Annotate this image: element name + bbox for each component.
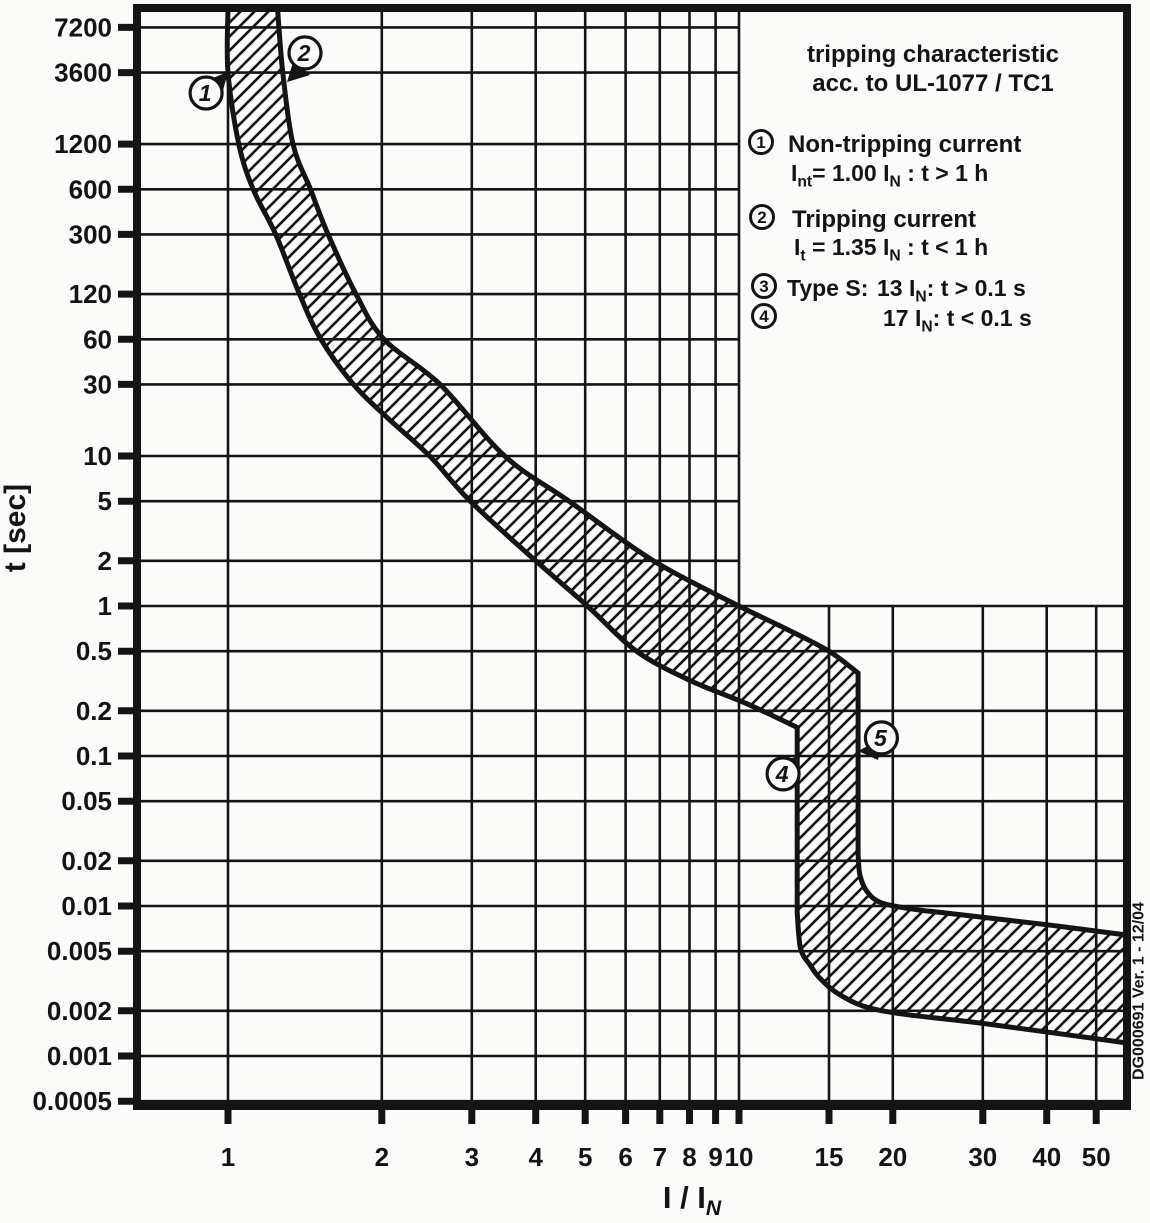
legend-badge-1: 1	[748, 129, 774, 155]
legend-badge-2: 2	[749, 204, 775, 230]
x-tick-label: 4	[528, 1142, 543, 1172]
x-tick-label: 3	[465, 1142, 479, 1172]
marker-circle-4	[765, 756, 801, 792]
y-tick-label: 120	[69, 279, 112, 309]
chart-border	[133, 4, 1131, 1110]
legend-title: tripping characteristic acc. to UL-1077 …	[739, 40, 1127, 98]
x-axis-title: I / IN	[617, 1180, 767, 1220]
y-axis-title: t [sec]	[0, 483, 32, 573]
x-tick-label: 9	[708, 1142, 722, 1172]
y-tick-label: 0.01	[61, 891, 112, 921]
y-tick-label: 0.2	[76, 696, 112, 726]
legend-item-2-name: Tripping current	[792, 206, 977, 233]
x-tick-label: 30	[968, 1142, 997, 1172]
y-tick-label: 0.0005	[32, 1086, 112, 1116]
y-tick-label: 60	[83, 324, 112, 354]
legend-item-1-formula: Int= 1.00 IN : t > 1 h	[791, 160, 989, 191]
x-axis-title-base: I / I	[662, 1180, 706, 1215]
y-tick-label: 3600	[54, 58, 112, 88]
legend-badge-4: 4	[751, 303, 777, 329]
legend-badge-3: 3	[751, 273, 777, 299]
legend-item-1-name: Non-tripping current	[788, 131, 1022, 158]
y-tick-label: 600	[69, 174, 112, 204]
y-tick-label: 2	[98, 546, 112, 576]
legend-item-3-prefix: Type S:	[787, 275, 869, 301]
legend-item-3-formula: 13 IN: t > 0.1 s	[877, 275, 1026, 306]
frame-layer: 7200360012006003001206030105210.50.20.10…	[32, 4, 1131, 1172]
marker-label-4: 4	[775, 761, 789, 787]
grid-layer	[137, 8, 1127, 1106]
y-tick-label: 300	[69, 219, 112, 249]
legend-title-line1: tripping characteristic	[806, 41, 1060, 68]
marker-label-2: 2	[297, 40, 311, 66]
marker-layer: 1 2 4 5	[188, 35, 900, 792]
x-tick-label: 50	[1082, 1142, 1111, 1172]
y-tick-label: 1	[98, 591, 112, 621]
tolerance-band	[224, 5, 1130, 1046]
x-tick-label: 1	[221, 1142, 235, 1172]
y-tick-label: 0.05	[61, 786, 112, 816]
marker-circle-5	[863, 720, 900, 756]
y-tick-label: 0.002	[47, 996, 112, 1026]
y-tick-label: 0.005	[47, 936, 112, 966]
marker-label-1: 1	[199, 80, 212, 106]
y-tick-label: 30	[83, 369, 112, 399]
x-tick-label: 20	[878, 1142, 907, 1172]
x-tick-label: 7	[653, 1142, 667, 1172]
x-tick-label: 15	[815, 1142, 844, 1172]
band-layer	[224, 5, 1130, 1046]
document-id-watermark: DG000691 Ver. 1 - 12/04	[1130, 902, 1148, 1080]
y-tick-label: 0.02	[61, 846, 112, 876]
x-tick-label: 2	[375, 1142, 389, 1172]
y-tick-label: 0.001	[47, 1041, 112, 1071]
y-tick-label: 0.1	[76, 741, 112, 771]
y-tick-label: 7200	[54, 12, 112, 42]
y-tick-label: 10	[83, 441, 112, 471]
legend-box: tripping characteristic acc. to UL-1077 …	[739, 8, 1127, 606]
x-tick-label: 40	[1032, 1142, 1061, 1172]
marker-circle-1	[188, 75, 224, 111]
marker-label-5: 5	[874, 725, 888, 751]
legend-title-line2: acc. to UL-1077 / TC1	[812, 70, 1054, 97]
legend-item-4-formula: 17 IN: t < 0.1 s	[883, 305, 1032, 336]
y-tick-label: 5	[98, 486, 112, 516]
x-tick-label: 5	[578, 1142, 592, 1172]
x-tick-label: 10	[725, 1142, 754, 1172]
legend-item-2-formula: It = 1.35 IN : t < 1 h	[794, 234, 989, 265]
x-axis-title-sub: N	[705, 1197, 722, 1221]
y-tick-label: 0.5	[76, 636, 112, 666]
x-tick-label: 8	[682, 1142, 696, 1172]
x-tick-label: 6	[618, 1142, 632, 1172]
y-tick-label: 1200	[54, 129, 112, 159]
marker-circle-2	[287, 35, 323, 71]
